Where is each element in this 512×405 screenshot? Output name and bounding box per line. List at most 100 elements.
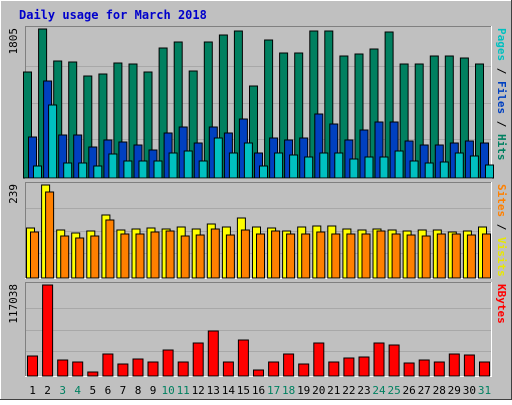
bar-hits-day-14 [218, 34, 228, 179]
bar-pages-day-13 [213, 137, 223, 179]
bar-kbytes-day-11 [177, 361, 189, 377]
day-label-28: 28 [433, 384, 446, 397]
bar-kbytes-day-9 [147, 361, 159, 377]
bar-sites-day-3 [60, 235, 70, 279]
bar-pages-day-2 [48, 104, 58, 179]
bar-hits-day-26 [399, 63, 409, 179]
bar-hits-day-30 [459, 57, 469, 179]
bar-pages-day-27 [424, 162, 434, 179]
bar-pages-day-22 [349, 158, 359, 179]
bar-files-day-4 [73, 134, 83, 179]
bar-pages-day-18 [289, 154, 299, 179]
panel-kbytes: 117038 KBytes [7, 282, 508, 377]
bar-files-day-24 [374, 121, 384, 179]
bar-pages-day-30 [469, 155, 479, 179]
bar-kbytes-day-6 [102, 353, 114, 377]
bar-kbytes-day-7 [117, 363, 129, 377]
bar-hits-day-25 [384, 31, 394, 179]
day-label-30: 30 [463, 384, 476, 397]
bar-hits-day-31 [475, 63, 484, 179]
bar-files-day-25 [389, 121, 399, 179]
bar-kbytes-day-27 [418, 359, 430, 377]
day-label-7: 7 [120, 384, 127, 397]
day-label-29: 29 [448, 384, 461, 397]
bar-kbytes-day-19 [298, 363, 310, 377]
day-label-8: 8 [135, 384, 142, 397]
bar-pages-day-24 [379, 156, 389, 179]
legend-part-pages-files-hits-2: Files [495, 81, 508, 114]
bar-hits-day-18 [279, 52, 289, 179]
bar-pages-day-26 [409, 160, 419, 179]
bar-hits-day-16 [249, 85, 258, 179]
bar-sites-day-30 [466, 234, 476, 279]
day-label-3: 3 [59, 384, 66, 397]
bar-pages-day-1 [33, 165, 42, 179]
bar-pages-day-25 [394, 150, 404, 179]
bar-files-day-3 [58, 134, 68, 179]
bar-sites-day-23 [361, 233, 371, 279]
day-label-25: 25 [387, 384, 400, 397]
legend-label-kbytes: KBytes [495, 284, 508, 324]
bar-hits-day-7 [113, 62, 123, 179]
bar-sites-day-31 [482, 233, 491, 279]
bar-hits-day-17 [264, 39, 274, 179]
legend-part-kbytes-0: KBytes [495, 284, 508, 324]
bar-sites-day-8 [135, 233, 145, 279]
bar-sites-day-26 [406, 234, 416, 279]
bar-pages-day-16 [259, 165, 268, 179]
bar-pages-day-23 [364, 156, 374, 179]
bar-sites-day-13 [210, 228, 220, 279]
bar-hits-day-11 [173, 41, 183, 179]
day-label-9: 9 [150, 384, 157, 397]
bar-pages-day-15 [243, 142, 253, 179]
bar-hits-day-29 [444, 55, 454, 179]
legend-part-sites-visits-1: / [495, 217, 508, 237]
day-label-6: 6 [105, 384, 112, 397]
day-label-12: 12 [192, 384, 205, 397]
bar-pages-day-12 [198, 160, 208, 179]
chart-title: Daily usage for March 2018 [19, 8, 207, 22]
bar-kbytes-day-23 [358, 356, 370, 377]
bar-pages-day-31 [485, 164, 494, 179]
day-label-1: 1 [29, 384, 36, 397]
day-label-26: 26 [402, 384, 415, 397]
bar-hits-day-1 [23, 71, 32, 179]
bar-sites-day-5 [90, 235, 100, 279]
bar-hits-day-27 [414, 63, 424, 179]
legend-part-sites-visits-0: Sites [495, 184, 508, 217]
bar-kbytes-day-8 [132, 358, 144, 377]
day-label-2: 2 [44, 384, 51, 397]
legend-label-sites-visits: Sites / Visits [495, 184, 508, 277]
ymax-label-pages-files-hits: 1805 [7, 28, 20, 55]
bar-sites-day-20 [316, 231, 326, 279]
bar-pages-day-9 [153, 160, 163, 179]
bar-pages-day-14 [228, 152, 238, 179]
bar-pages-day-19 [304, 156, 314, 179]
bar-hits-day-22 [339, 55, 349, 179]
legend-part-pages-files-hits-3: / [495, 114, 508, 134]
day-label-18: 18 [282, 384, 295, 397]
ymax-label-sites-visits: 239 [7, 184, 20, 204]
bar-pages-day-8 [138, 160, 148, 179]
day-label-24: 24 [372, 384, 386, 397]
bar-pages-day-28 [439, 161, 449, 179]
bar-pages-day-11 [183, 150, 193, 179]
day-label-16: 16 [252, 384, 265, 397]
day-label-10: 10 [161, 384, 174, 397]
bar-files-day-23 [359, 129, 369, 179]
bar-kbytes-day-3 [57, 359, 69, 377]
bar-kbytes-day-17 [268, 361, 280, 377]
day-label-4: 4 [74, 384, 81, 397]
bar-pages-day-10 [168, 152, 178, 179]
bar-pages-day-20 [319, 152, 329, 179]
bar-sites-day-1 [30, 231, 39, 279]
bar-pages-day-7 [123, 160, 133, 179]
bar-files-day-31 [480, 142, 489, 179]
bar-kbytes-day-5 [87, 371, 99, 377]
bar-pages-day-4 [78, 162, 88, 179]
bar-sites-day-7 [120, 233, 130, 279]
bar-pages-day-17 [274, 152, 284, 179]
bar-kbytes-day-31 [479, 361, 490, 377]
bar-kbytes-day-29 [448, 353, 460, 377]
bar-hits-day-8 [128, 63, 138, 179]
